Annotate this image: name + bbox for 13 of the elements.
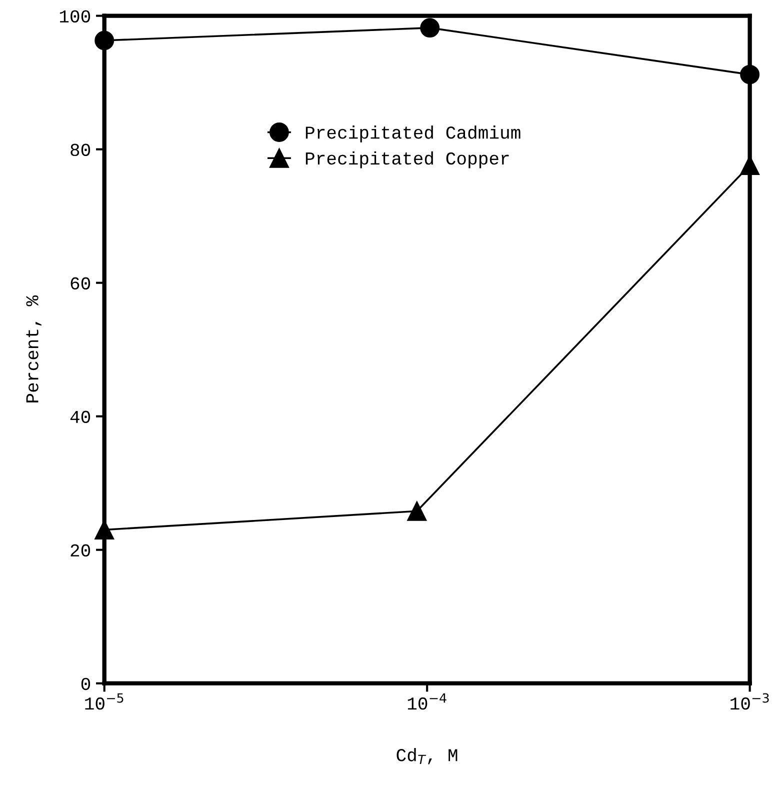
y-tick-label: 100 [60,10,90,23]
x-axis-title: Cd$_{T}$, M [396,748,458,764]
y-tick-label: 0 [81,678,90,690]
y-tick-label: 20 [70,544,90,557]
y-axis-title: Percent, % [26,295,42,402]
x-tick-label: 10$^{−3}$ [730,693,769,710]
y-tick-label: 80 [70,144,90,156]
x-tick-label: 10$^{−4}$ [408,693,446,710]
x-tick-label: 10$^{−5}$ [85,693,124,710]
legend-label: Precipitated Copper [306,151,509,168]
legend-label: Precipitated Cadmium [306,126,520,142]
y-tick-label: 60 [70,277,90,290]
y-tick-label: 40 [70,410,90,424]
